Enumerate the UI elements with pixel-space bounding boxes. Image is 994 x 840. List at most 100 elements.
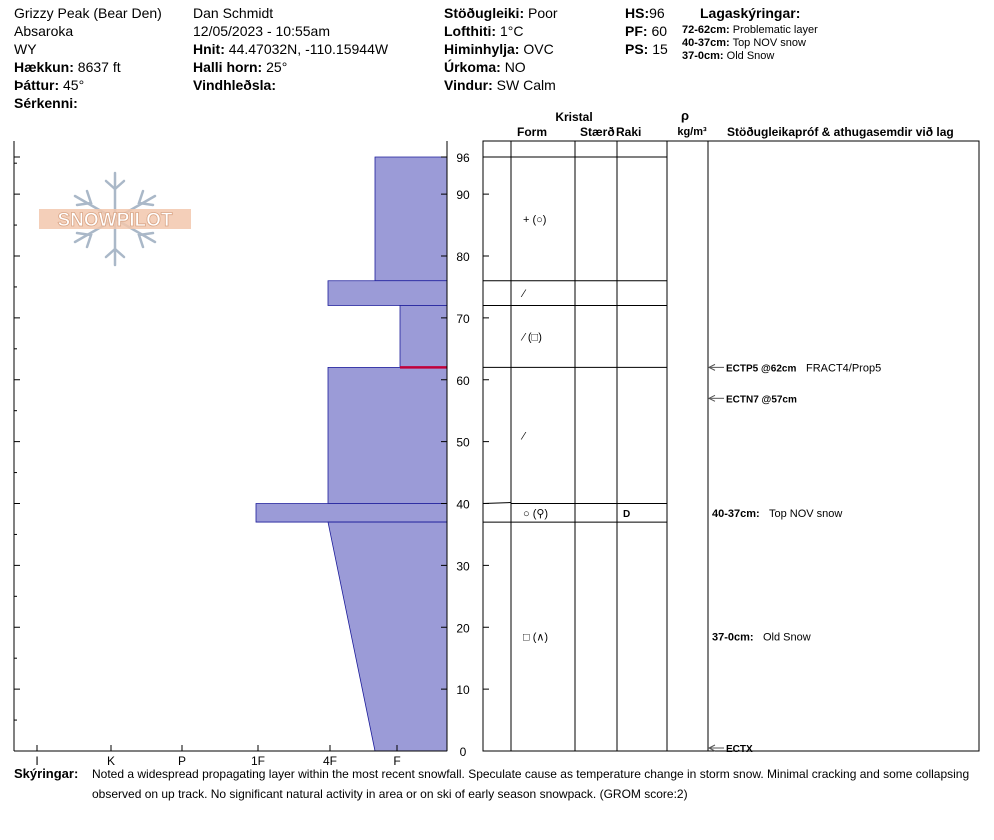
x-tick-label: I (35, 754, 38, 768)
features: Sérkenni: (14, 94, 78, 112)
precip-label: Úrkoma: (444, 59, 501, 75)
elevation-label: Hækkun: (14, 59, 74, 75)
layer-form: ⁄ (520, 430, 527, 442)
air-temp-value: 1°C (499, 23, 524, 39)
ps-value: 15 (652, 41, 668, 57)
layer-comment-desc: Top NOV snow (769, 508, 842, 520)
x-tick-label: P (178, 754, 186, 768)
pf-label: PF: (625, 23, 648, 39)
hs-label: HS: (625, 5, 650, 21)
sky-label: Himinhylja: (444, 41, 520, 57)
sky-value: OVC (523, 41, 554, 57)
stability-value: Poor (528, 5, 558, 21)
form-header: Form (517, 125, 547, 139)
legend-title: Lagaskýringar: (700, 4, 800, 22)
test-name: ECTP5 @62cm (726, 363, 796, 374)
elevation-value: 8637 ft (77, 59, 121, 75)
aspect-value: 45° (63, 77, 85, 93)
pf-value: 60 (651, 23, 668, 39)
x-tick-label: 4F (323, 754, 337, 768)
sky-cover: Himinhylja: OVC (444, 40, 554, 58)
wind-value: SW Calm (496, 77, 556, 93)
precipitation: Úrkoma: NO (444, 58, 526, 76)
hardness-layer-bar (327, 280, 448, 306)
crystal-table (482, 140, 980, 752)
legend-item: 37-0cm: Old Snow (682, 50, 774, 62)
layer-comment-desc: Old Snow (763, 632, 811, 644)
y-tick-label: 90 (456, 188, 470, 202)
test-arrowhead (707, 394, 716, 402)
legend-desc: Problematic layer (732, 24, 818, 36)
test-name: ECTX (726, 744, 753, 755)
snowpilot-logo-text: SNOWPILOT (57, 210, 172, 231)
aspect-label: Þáttur: (14, 77, 60, 93)
legend-range: 72-62cm: (682, 24, 730, 36)
coordinates-label: Hnit: (193, 41, 225, 57)
layer-form: + (○) (523, 214, 546, 226)
ps-label: PS: (625, 41, 649, 57)
y-tick-label: 80 (456, 250, 470, 264)
location-name: Grizzy Peak (Bear Den) (14, 5, 162, 21)
legend-desc: Old Snow (726, 50, 775, 62)
legend-title-text: Lagaskýringar: (700, 5, 801, 21)
elevation: Hækkun: 8637 ft (14, 58, 121, 76)
air-temperature: Lofthiti: 1°C (444, 22, 523, 40)
rho-header: ρ (681, 108, 689, 123)
stability: Stöðugleiki: Poor (444, 4, 558, 22)
stability-label: Stöðugleiki: (444, 5, 525, 21)
hardness-layer-bar (399, 305, 448, 368)
ski-penetration: PS: 15 (625, 40, 668, 58)
snow-height: HS:96 (625, 4, 665, 22)
layer-moisture: D (623, 509, 630, 520)
legend-range: 40-37cm: (682, 37, 730, 49)
y-tick-label: 0 (460, 745, 467, 759)
x-tick-label: 1F (251, 754, 265, 768)
test-note: FRACT4/Prop5 (806, 362, 881, 374)
foot-penetration: PF: 60 (625, 22, 667, 40)
wind-loading-label: Vindhleðsla: (193, 77, 276, 93)
layer-comment-range: 40-37cm: (712, 508, 760, 520)
layer-comment-range: 37-0cm: (712, 632, 754, 644)
mountain-range: Absaroka (14, 23, 74, 39)
legend-desc: Top NOV snow (732, 37, 806, 49)
wind-label: Vindur: (444, 77, 493, 93)
remarks: Skýringar: Noted a widespread propagatin… (14, 764, 990, 804)
y-tick-label: 50 (456, 436, 470, 450)
hs-value: 96 (649, 5, 665, 21)
state: WY (14, 41, 37, 57)
precip-value: NO (504, 59, 526, 75)
test-arrowhead (707, 363, 716, 371)
legend-item: 40-37cm: Top NOV snow (682, 37, 806, 49)
density-unit-header: kg/m³ (677, 126, 707, 138)
layer-form: □ (∧) (523, 632, 548, 644)
legend-item: 72-62cm: Problematic layer (682, 24, 818, 36)
y-tick-label: 10 (456, 683, 470, 697)
hardness-layer-bar (327, 521, 448, 752)
y-tick-label: 96 (456, 151, 470, 165)
features-label: Sérkenni: (14, 95, 78, 111)
slope-label: Halli horn: (193, 59, 263, 75)
y-tick-label: 20 (456, 621, 470, 635)
test-arrowhead (707, 744, 716, 752)
size-header: Stærð (580, 125, 615, 139)
y-tick-label: 70 (456, 312, 470, 326)
remarks-text: Noted a widespread propagating layer wit… (92, 767, 970, 801)
hardness-layer-bar (327, 366, 448, 504)
tests-header: Stöðugleikapróf & athugasemdir við lag (727, 125, 954, 139)
y-tick-label: 40 (456, 498, 470, 512)
air-temp-label: Lofthiti: (444, 23, 497, 39)
coordinates-value: 44.47032N, -110.15944W (228, 41, 389, 57)
wind: Vindur: SW Calm (444, 76, 556, 94)
wind-loading: Vindhleðsla: (193, 76, 276, 94)
snow-profile-chart: SNOWPILOT 0 10 20 30 40 50 60 70 80 90 96 I K P 1F 4F F… (13, 108, 980, 768)
moisture-header: Raki (616, 125, 641, 139)
remarks-label: Skýringar: (14, 766, 79, 781)
coordinates: Hnit: 44.47032N, -110.15944W (193, 40, 388, 58)
slope-angle: Halli horn: 25° (193, 58, 287, 76)
hardness-layer-bar (374, 156, 448, 282)
layer-form: ⁄ (520, 288, 527, 300)
aspect: Þáttur: 45° (14, 76, 84, 94)
layer-form: ⁄ (□) (520, 331, 542, 343)
observation-datetime: 12/05/2023 - 10:55am (193, 23, 330, 39)
slope-value: 25° (266, 59, 288, 75)
